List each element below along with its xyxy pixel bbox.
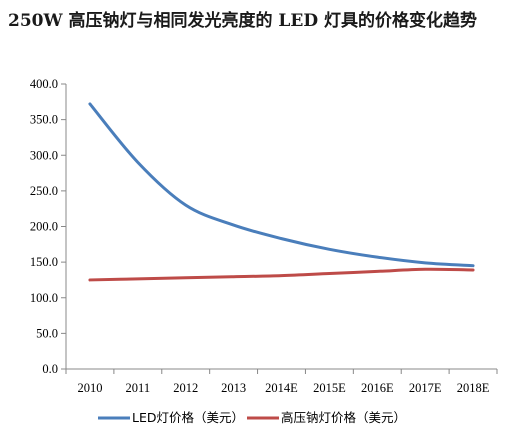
series-line-1	[88, 267, 475, 282]
x-tick-label: 2011	[126, 381, 151, 395]
x-tick-label: 2012	[173, 381, 198, 395]
legend-label-1: 高压钠灯价格（美元）	[281, 410, 406, 425]
x-tick-label: 2013	[221, 381, 246, 395]
y-tick-label: 300.0	[30, 148, 58, 162]
y-tick-label: 400.0	[30, 77, 58, 91]
chart-title: 250W 高压钠灯与相同发光亮度的 LED 灯具的价格变化趋势	[8, 11, 477, 31]
legend-label-0: LED灯价格（美元）	[132, 410, 244, 425]
x-tick-label: 2014E	[265, 381, 298, 395]
y-tick-label: 200.0	[30, 220, 58, 234]
x-tick-label: 2010	[77, 381, 102, 395]
y-tick-label: 150.0	[30, 255, 58, 269]
x-tick-label: 2015E	[313, 381, 346, 395]
series-line-0	[88, 102, 475, 268]
series-lines	[88, 102, 475, 282]
chart-axes	[65, 84, 497, 370]
y-tick-label: 250.0	[30, 184, 58, 198]
x-tick-label: 2016E	[361, 381, 394, 395]
x-axis-ticks: 2010 2011 2012 2013 2014E 2015E 2016E 2017E 2018…	[65, 369, 498, 395]
y-axis-ticks: 0.0 50.0 100.0 150.0 200.0 250.0 300.0 350.0 400…	[30, 77, 66, 376]
legend: LED灯价格（美元） 高压钠灯价格（美元）	[98, 410, 406, 425]
x-tick-label: 2018E	[457, 381, 490, 395]
x-tick-label: 2017E	[409, 381, 442, 395]
y-tick-label: 0.0	[42, 362, 58, 376]
y-tick-label: 50.0	[36, 326, 58, 340]
y-tick-label: 350.0	[30, 113, 58, 127]
y-tick-label: 100.0	[30, 291, 58, 305]
